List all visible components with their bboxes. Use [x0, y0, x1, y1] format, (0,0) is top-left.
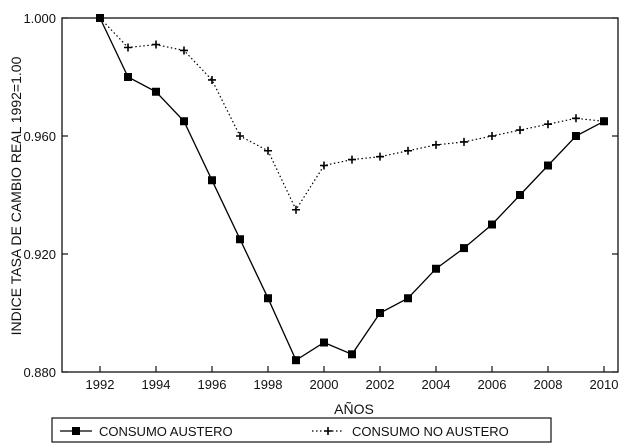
data-point-consumo-austero	[264, 294, 272, 303]
data-point-consumo-austero	[376, 309, 384, 317]
data-point-consumo-austero	[516, 191, 524, 199]
y-tick-label: 0.920	[23, 247, 56, 262]
data-point-consumo-no-austero	[600, 117, 608, 126]
data-point-consumo-austero	[152, 87, 160, 96]
x-tick-label: 2008	[534, 377, 563, 392]
data-point-consumo-no-austero	[236, 132, 244, 140]
series-layer	[96, 14, 608, 365]
data-point-consumo-austero	[180, 117, 188, 126]
axes: 1.000 0.960 0.920 0.880 1992 1994 1996 1998 2000…	[23, 11, 619, 392]
x-tick-label: 1992	[86, 377, 115, 392]
y-axis-title: INDICE TASA DE CAMBIO REAL 1992=1.00	[8, 56, 24, 335]
data-point-consumo-no-austero	[124, 43, 132, 52]
x-axis-title: AÑOS	[334, 401, 374, 417]
data-point-consumo-austero	[208, 176, 216, 185]
series-line-consumo-no-austero	[99, 17, 605, 211]
data-point-consumo-no-austero	[96, 14, 104, 22]
data-point-consumo-no-austero	[292, 205, 300, 214]
data-point-consumo-no-austero	[460, 137, 468, 146]
data-point-consumo-no-austero	[572, 114, 580, 123]
x-tick-label: 2000	[310, 377, 339, 392]
legend-marker-plus	[324, 427, 332, 435]
data-point-consumo-no-austero	[208, 75, 216, 84]
data-point-consumo-no-austero	[264, 146, 272, 155]
x-tick-label: 1998	[254, 377, 283, 392]
data-point-consumo-no-austero	[180, 46, 188, 55]
data-point-consumo-austero	[348, 350, 356, 359]
y-tick-label: 1.000	[23, 11, 56, 26]
data-point-consumo-austero	[432, 264, 440, 273]
legend-label: CONSUMO NO AUSTERO	[352, 424, 509, 439]
series-line-consumo-austero	[99, 17, 605, 362]
legend-marker-square	[72, 427, 80, 435]
x-tick-label: 1994	[142, 377, 171, 392]
data-point-consumo-austero	[404, 294, 412, 303]
y-tick-label: 0.960	[23, 129, 56, 144]
data-point-consumo-no-austero	[376, 152, 384, 161]
data-point-consumo-no-austero	[348, 155, 356, 164]
data-point-consumo-no-austero	[488, 132, 496, 140]
x-tick-label: 2002	[366, 377, 395, 392]
data-point-consumo-no-austero	[516, 126, 524, 135]
data-point-consumo-no-austero	[404, 146, 412, 155]
y-tick-label: 0.880	[23, 365, 56, 380]
plot-frame	[61, 17, 619, 373]
data-point-consumo-no-austero	[152, 40, 160, 49]
x-tick-label: 2004	[422, 377, 451, 392]
x-tick-label: 2010	[590, 377, 619, 392]
x-tick-label: 1996	[198, 377, 227, 392]
data-point-consumo-austero	[488, 220, 496, 229]
data-point-consumo-austero	[320, 338, 328, 347]
data-point-consumo-austero	[292, 356, 300, 365]
data-point-consumo-austero	[544, 161, 552, 170]
legend-box	[51, 417, 552, 443]
data-point-consumo-no-austero	[432, 140, 440, 149]
legend-label: CONSUMO AUSTERO	[99, 424, 233, 439]
data-point-consumo-austero	[572, 132, 580, 140]
x-tick-label: 2006	[478, 377, 507, 392]
data-point-consumo-no-austero	[320, 161, 328, 170]
data-point-consumo-no-austero	[544, 120, 552, 129]
data-point-consumo-austero	[236, 235, 244, 244]
legend: CONSUMO AUSTERO CONSUMO NO AUSTERO	[51, 417, 552, 443]
data-point-consumo-austero	[124, 73, 132, 81]
data-point-consumo-austero	[460, 244, 468, 253]
